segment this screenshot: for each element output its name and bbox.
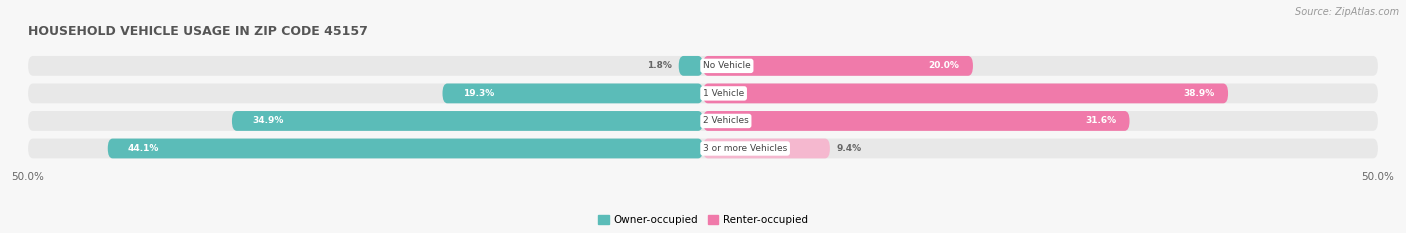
FancyBboxPatch shape [703, 139, 830, 158]
FancyBboxPatch shape [443, 83, 703, 103]
Text: 9.4%: 9.4% [837, 144, 862, 153]
FancyBboxPatch shape [703, 111, 1129, 131]
FancyBboxPatch shape [679, 56, 703, 76]
FancyBboxPatch shape [232, 111, 703, 131]
Text: 3 or more Vehicles: 3 or more Vehicles [703, 144, 787, 153]
Text: 1 Vehicle: 1 Vehicle [703, 89, 744, 98]
FancyBboxPatch shape [28, 83, 1378, 103]
Text: 44.1%: 44.1% [128, 144, 159, 153]
Text: 2 Vehicles: 2 Vehicles [703, 116, 749, 125]
Text: 20.0%: 20.0% [928, 61, 959, 70]
FancyBboxPatch shape [28, 139, 1378, 158]
Text: 38.9%: 38.9% [1184, 89, 1215, 98]
Text: 19.3%: 19.3% [463, 89, 494, 98]
FancyBboxPatch shape [703, 83, 1227, 103]
FancyBboxPatch shape [108, 139, 703, 158]
FancyBboxPatch shape [703, 56, 973, 76]
Text: Source: ZipAtlas.com: Source: ZipAtlas.com [1295, 7, 1399, 17]
Text: HOUSEHOLD VEHICLE USAGE IN ZIP CODE 45157: HOUSEHOLD VEHICLE USAGE IN ZIP CODE 4515… [28, 25, 368, 38]
FancyBboxPatch shape [28, 56, 1378, 76]
Legend: Owner-occupied, Renter-occupied: Owner-occupied, Renter-occupied [595, 211, 811, 229]
Text: No Vehicle: No Vehicle [703, 61, 751, 70]
Text: 34.9%: 34.9% [252, 116, 284, 125]
FancyBboxPatch shape [28, 111, 1378, 131]
Text: 31.6%: 31.6% [1085, 116, 1116, 125]
Text: 1.8%: 1.8% [647, 61, 672, 70]
